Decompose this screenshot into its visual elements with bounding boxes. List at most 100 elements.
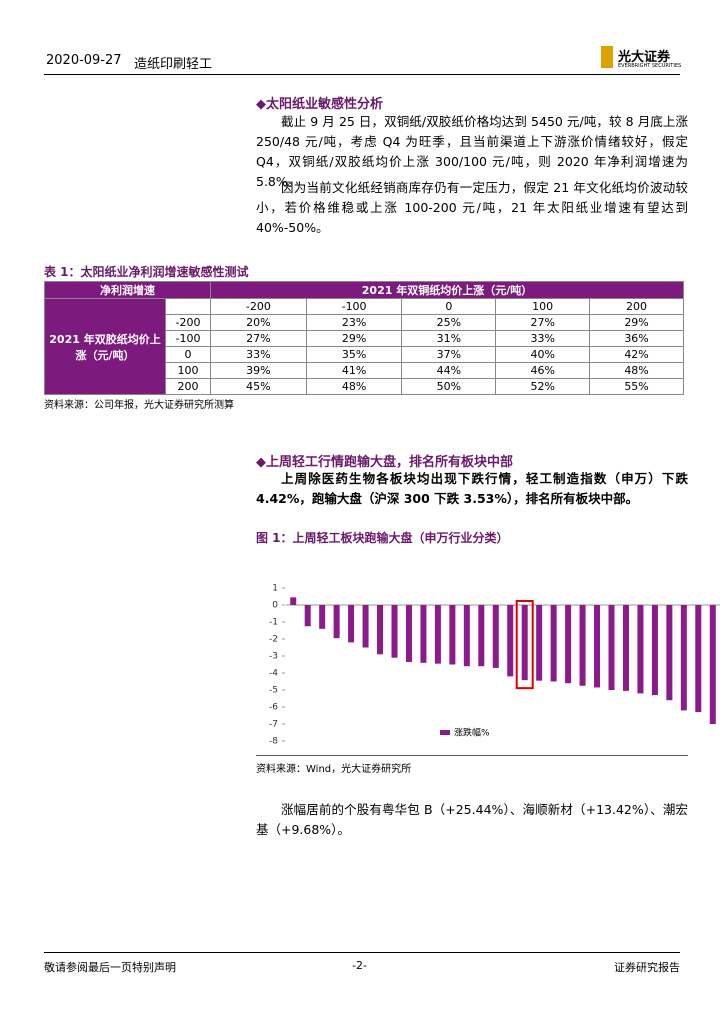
section-heading: ◆太阳纸业敏感性分析 [256,97,384,112]
highlight-box [515,600,534,690]
table-cell: 37% [401,346,497,363]
table-cell: 42% [589,346,684,363]
figure-rule [256,755,688,756]
table-source: 资料来源：公司年报，光大证券研究所测算 [44,400,234,411]
bar [695,605,702,713]
table-row: 200 45% 48% 50% 52% 55% [45,378,684,395]
table-cell: 45% [210,378,307,395]
bar [362,605,369,648]
table-cell: 46% [495,362,591,379]
table-corner: 净利润增速 [44,281,211,299]
table-cell: 48% [305,378,403,395]
column-label: 0 [401,298,497,315]
bar [377,605,384,655]
bar [434,605,441,664]
row-header: 2021 年双胶纸均价上涨（元/吨） [44,298,166,395]
figure-source: 资料来源：Wind，光大证券研究所 [256,764,412,775]
column-label: -200 [210,298,307,315]
bar [550,605,557,682]
header-sector: 造纸印刷轻工 [134,57,213,72]
y-tick-label: -7 [269,720,278,730]
footer-right: 证券研究报告 [614,961,680,974]
table-row: 净利润增速 2021 年双铜纸均价上涨（元/吨） [44,281,684,299]
table-cell [165,298,211,315]
bar [405,605,412,662]
bar [666,605,673,701]
row-label: -200 [165,314,211,331]
table-cell: 23% [305,314,403,331]
table-cell: 33% [210,346,307,363]
paragraph: 涨幅居前的个股有粤华包 B（+25.44%）、海顺新材（+13.42%）、潮宏基… [256,802,688,837]
bar [536,605,543,681]
paragraph: 截止 9 月 25 日，双铜纸/双胶纸价格均达到 5450 元/吨，较 8 月底… [256,114,688,189]
bar [348,605,355,643]
bar [420,605,427,663]
paragraph: 上周除医药生物各板块均出现下跌行情，轻工制造指数（申万）下跌 4.42%，跑输大… [256,471,688,506]
table-row: 100 39% 41% 44% 46% 48% [45,362,684,379]
table: 净利润增速 2021 年双铜纸均价上涨（元/吨） 2021 年双胶纸均价上涨（元/吨… [44,281,684,395]
table-row: 2021 年双胶纸均价上涨（元/吨） -200 -100 0 100 200 [44,298,684,395]
table-cell: 52% [495,378,591,395]
bar [680,605,687,711]
footer-rule [44,952,680,953]
bar [304,605,311,627]
bar [637,605,644,694]
bar [391,605,398,658]
legend-label: 涨跌幅% [454,727,490,739]
y-tick-label: 1 [272,584,278,594]
y-tick-label: -5 [269,686,278,696]
figure-caption: 图 1：上周轻工板块跑输大盘（申万行业分类） [256,531,509,545]
chart: 1 0 -1 -2 -3 -4 -5 -6 -7 -8 涨跌幅% [269,584,720,747]
bar [507,605,514,677]
table-cell: 55% [589,378,684,395]
bar [478,605,485,667]
column-label: 200 [589,298,684,315]
bar [565,605,572,684]
table-cell: 27% [210,330,307,347]
bar [594,605,601,688]
table-cell: 25% [401,314,497,331]
header-date: 2020-09-27 [46,53,122,68]
bar [579,605,586,686]
row-label: 200 [165,378,211,395]
table-cell: 31% [401,330,497,347]
table-row: 0 33% 35% 37% 40% 42% [45,346,684,363]
table-cell: 36% [589,330,684,347]
row-label: 100 [165,362,211,379]
column-label: 100 [495,298,591,315]
footer-page: -2- [352,959,367,972]
table-cell: 40% [495,346,591,363]
table-cell: 50% [401,378,497,395]
bar [651,605,658,696]
table-cell: 44% [401,362,497,379]
y-tick-label: -8 [269,737,278,747]
heading-text: 太阳纸业敏感性分析 [266,97,384,112]
table-cell: 35% [305,346,403,363]
header-rule [44,74,680,75]
table-cell: 29% [589,314,684,331]
bar [333,605,340,639]
bar [622,605,629,691]
bar [521,605,528,681]
table-cell: 27% [495,314,591,331]
logo-sub: EVERBRIGHT SECURITIES [618,63,682,69]
footer-left: 敬请参阅最后一页特别声明 [44,961,176,974]
table-caption: 表 1：太阳纸业净利润增速敏感性测试 [44,265,249,279]
bar [608,605,615,690]
heading-text: 上周轻工行情跑输大盘，排名所有板块中部 [266,455,514,470]
bar [492,605,499,668]
column-header: 2021 年双铜纸均价上涨（元/吨） [210,281,684,299]
row-label: 0 [165,346,211,363]
table-cell: 20% [210,314,307,331]
y-tick-label: -2 [269,635,278,645]
row-label: -100 [165,330,211,347]
column-label: -100 [305,298,403,315]
bar [290,597,297,605]
y-tick-label: -1 [269,618,278,628]
y-tick-label: -3 [269,652,278,662]
legend-swatch [440,730,450,735]
section-heading: ◆上周轻工行情跑输大盘，排名所有板块中部 [256,455,514,470]
y-tick-label: -4 [269,669,278,679]
bar [319,605,326,629]
